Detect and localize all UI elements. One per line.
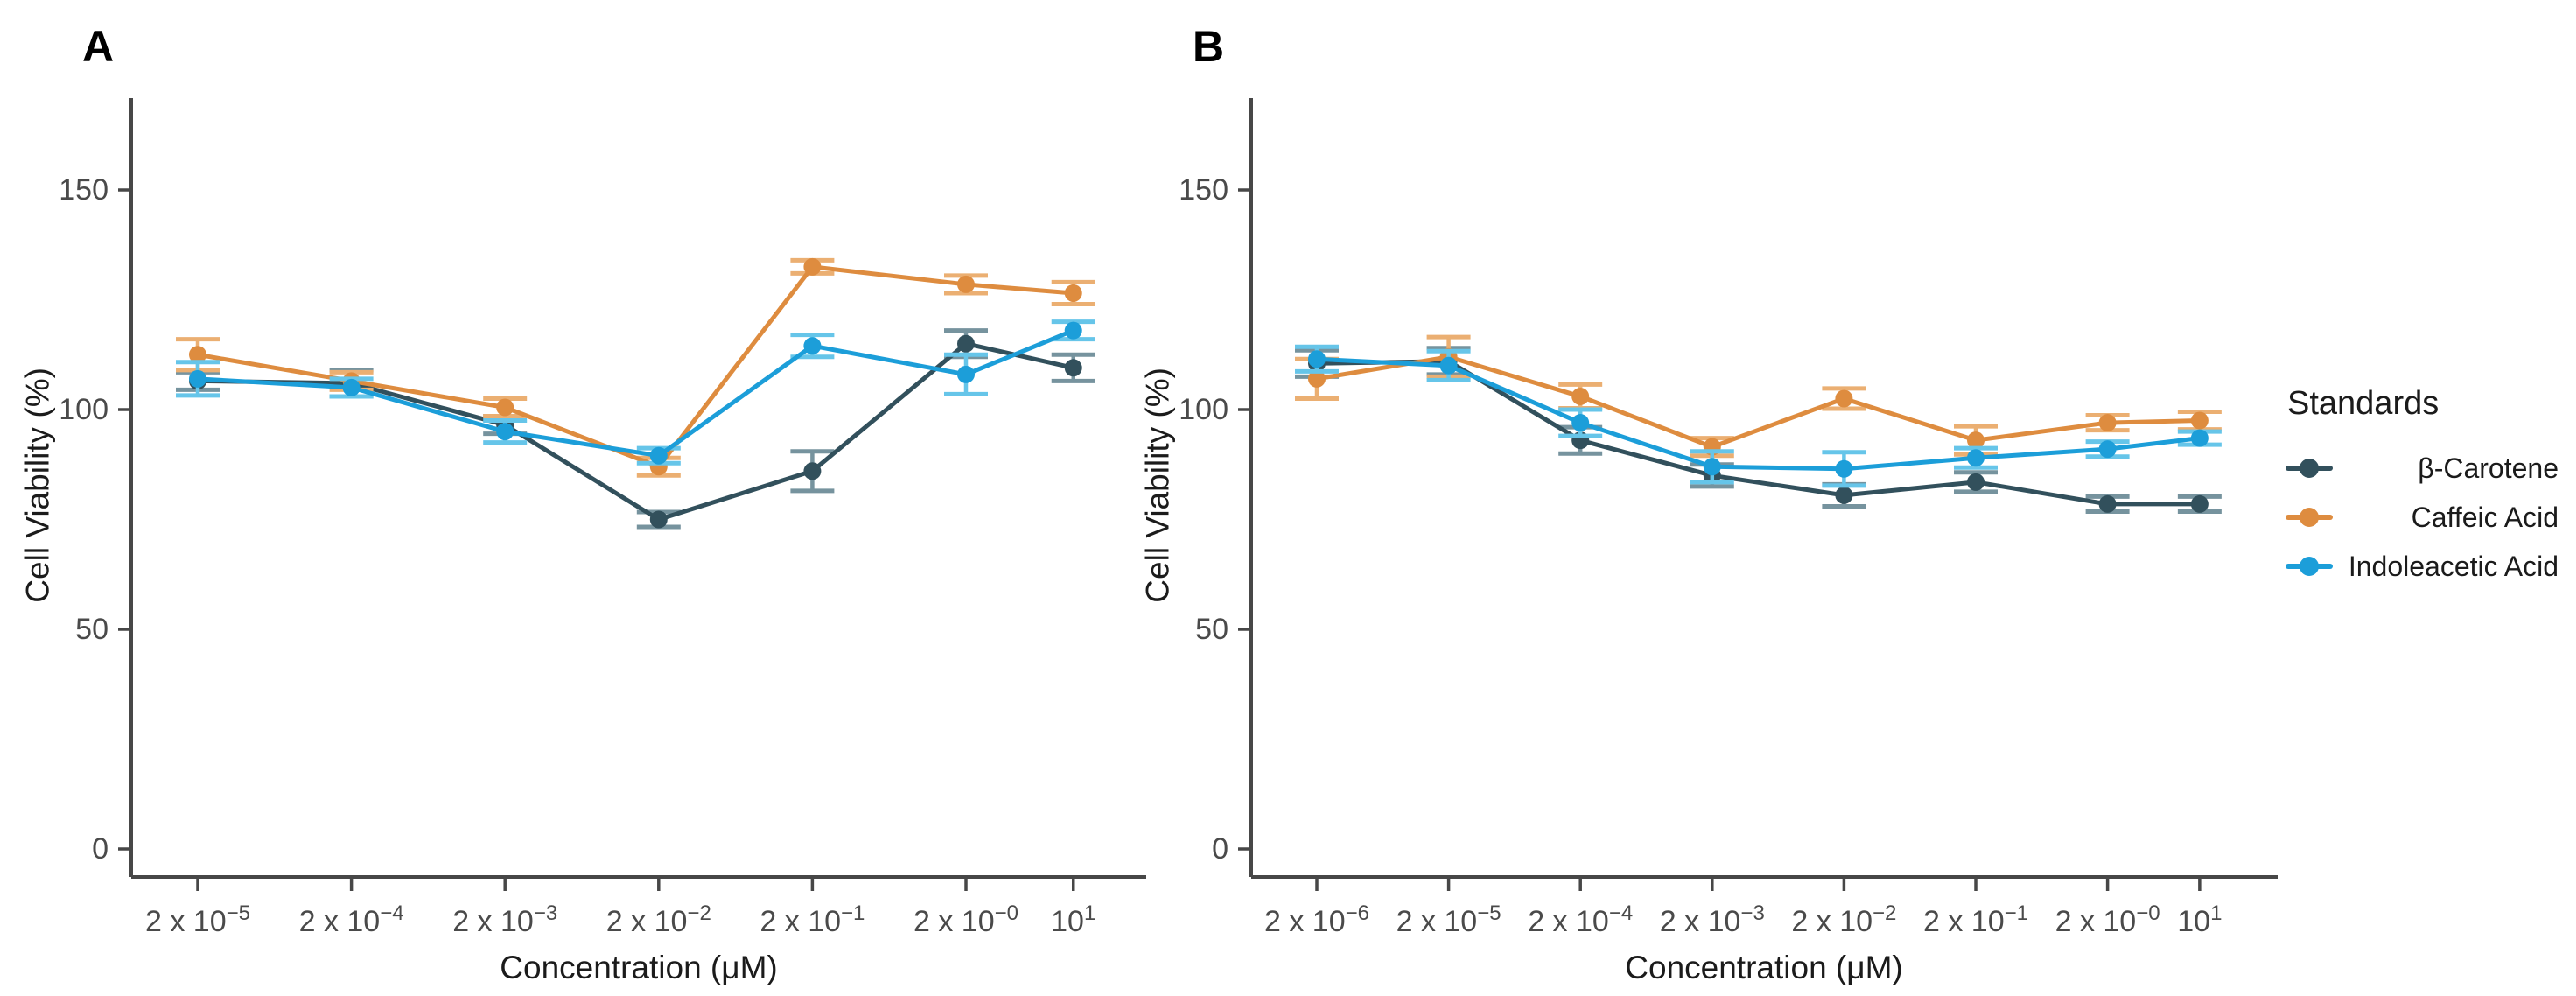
data-point — [1572, 387, 1590, 405]
x-tick-label: 2 x 10−0 — [2055, 901, 2160, 938]
data-point — [2098, 414, 2117, 432]
data-point — [1308, 369, 1326, 388]
x-tick-label: 2 x 10−2 — [606, 901, 711, 938]
data-point — [957, 275, 975, 293]
legend: Standards β-Carotene Caffeic Acid Indole… — [2286, 385, 2558, 591]
y-tick-label: 150 — [59, 173, 108, 207]
legend-label: Indoleacetic Acid — [2348, 550, 2558, 582]
x-tick-label: 2 x 10−2 — [1791, 901, 1896, 938]
y-tick-label: 100 — [1179, 393, 1228, 426]
data-point — [803, 337, 822, 355]
data-point — [2190, 429, 2208, 447]
x-tick-label: 2 x 10−1 — [760, 901, 864, 938]
y-tick-label: 50 — [1195, 613, 1228, 646]
data-point — [496, 398, 514, 417]
x-tick-label: 2 x 10−4 — [299, 901, 404, 938]
series-caffeic-acid — [176, 257, 1096, 478]
y-tick-label: 0 — [92, 832, 108, 866]
x-tick-label: 2 x 10−3 — [1660, 901, 1765, 938]
series-line — [195, 264, 1076, 469]
data-point — [1064, 321, 1082, 340]
series-caffeic-acid — [1295, 334, 2222, 459]
data-point — [1835, 459, 1853, 478]
y-tick-label: 50 — [75, 613, 108, 646]
data-point — [1967, 473, 1984, 491]
y-axis-title-a: Cell Viability (%) — [19, 368, 56, 603]
x-tick-label: 101 — [2177, 901, 2222, 938]
x-tick-label: 2 x 10−4 — [1528, 901, 1633, 938]
data-point — [1308, 350, 1326, 368]
x-tick-label: 2 x 10−0 — [914, 901, 1018, 938]
panel-a: 0 50 100 150 2 x 10−5 2 x 10−4 2 x 10−3 2 x 10−… — [59, 98, 1146, 938]
series-line — [1314, 359, 2202, 507]
data-point — [1967, 449, 1984, 467]
data-point — [1967, 431, 1984, 450]
data-point — [803, 257, 822, 276]
data-point — [803, 462, 822, 480]
data-point — [2190, 411, 2208, 430]
data-point — [342, 378, 360, 396]
panel-label-b: B — [1193, 22, 1225, 71]
data-point — [1439, 356, 1458, 375]
data-point — [1064, 284, 1082, 302]
legend-label: β-Carotene — [2418, 452, 2558, 484]
data-point — [496, 423, 514, 441]
data-point — [2098, 494, 2117, 513]
x-tick-label: 2 x 10−5 — [145, 901, 250, 938]
panel-b: 0 50 100 150 2 x 10−6 2 x 10−5 2 x 10−4 2 x 10−… — [1179, 98, 2278, 938]
data-point — [1835, 486, 1853, 504]
legend-title: Standards — [2287, 385, 2440, 422]
legend-item-caffeic-acid: Caffeic Acid — [2286, 493, 2558, 542]
beta-carotene-line-dot-icon — [2286, 459, 2333, 478]
legend-item-indoleacetic-acid: Indoleacetic Acid — [2286, 542, 2558, 591]
y-tick-label: 0 — [1212, 832, 1228, 866]
y-axis-title-b: Cell Viability (%) — [1139, 368, 1176, 603]
caffeic-acid-line-dot-icon — [2286, 508, 2333, 527]
series-line — [1314, 356, 2202, 472]
x-tick-label: 2 x 10−1 — [1923, 901, 2028, 938]
data-point — [957, 334, 975, 353]
data-point — [1835, 389, 1853, 408]
data-point — [1703, 458, 1721, 476]
x-axis-title-b: Concentration (μM) — [1625, 950, 1903, 985]
series-line — [1314, 354, 2202, 450]
x-tick-label: 2 x 10−5 — [1396, 901, 1502, 938]
x-tick-label: 2 x 10−3 — [452, 901, 557, 938]
y-tick-label: 150 — [1179, 173, 1228, 207]
series-indoleacetic-acid — [176, 319, 1096, 466]
legend-label: Caffeic Acid — [2411, 501, 2558, 533]
data-point — [2190, 494, 2208, 513]
panel-label-a: A — [82, 22, 115, 71]
indoleacetic-acid-line-dot-icon — [2286, 557, 2333, 576]
series-carotene — [176, 328, 1096, 530]
x-tick-label: 2 x 10−6 — [1264, 901, 1369, 938]
data-point — [649, 446, 668, 465]
data-point — [189, 369, 206, 388]
x-axis-title-a: Concentration (μM) — [500, 950, 778, 985]
series-line — [195, 328, 1076, 459]
x-tick-label: 101 — [1051, 901, 1096, 938]
series-indoleacetic-acid — [1295, 344, 2222, 488]
legend-item-beta-carotene: β-Carotene — [2286, 444, 2558, 493]
data-point — [189, 346, 206, 364]
data-point — [957, 365, 975, 383]
data-point — [2098, 440, 2117, 459]
data-point — [1064, 359, 1082, 377]
y-tick-label: 100 — [59, 393, 108, 426]
data-point — [649, 510, 668, 529]
data-point — [1572, 414, 1590, 432]
